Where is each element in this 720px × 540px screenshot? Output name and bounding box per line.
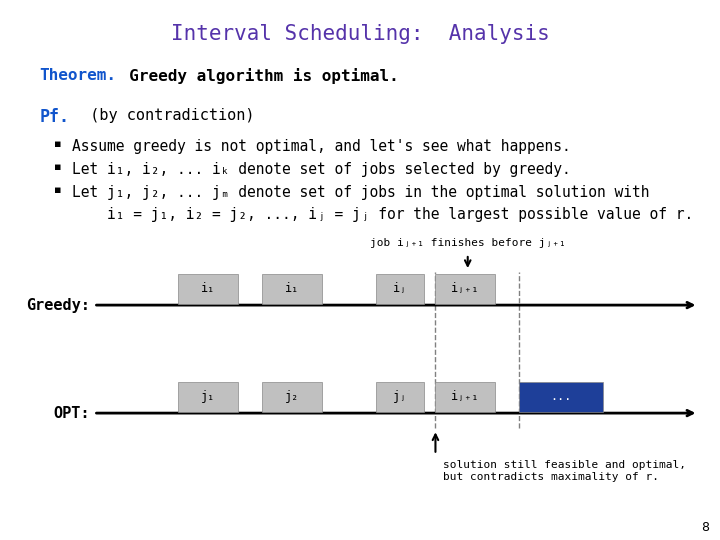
Bar <box>262 382 322 411</box>
Text: Pf.: Pf. <box>40 108 70 126</box>
Text: Theorem.: Theorem. <box>40 68 117 83</box>
Text: (by contradiction): (by contradiction) <box>72 108 254 123</box>
Bar <box>376 382 423 411</box>
Text: Greedy:: Greedy: <box>26 298 90 313</box>
Text: solution still feasible and optimal,
but contradicts maximality of r.: solution still feasible and optimal, but… <box>443 460 685 482</box>
Text: iⱼ: iⱼ <box>392 282 407 295</box>
Bar <box>376 274 423 303</box>
Text: Interval Scheduling:  Analysis: Interval Scheduling: Analysis <box>171 24 549 44</box>
Text: ▪: ▪ <box>54 162 61 172</box>
Text: Let i₁, i₂, ... iₖ denote set of jobs selected by greedy.: Let i₁, i₂, ... iₖ denote set of jobs se… <box>72 162 571 177</box>
Text: OPT:: OPT: <box>53 406 90 421</box>
Bar <box>519 382 603 411</box>
Bar <box>262 274 322 303</box>
Text: ▪: ▪ <box>54 185 61 195</box>
Text: Assume greedy is not optimal, and let's see what happens.: Assume greedy is not optimal, and let's … <box>72 139 571 154</box>
Text: iⱼ₊₁: iⱼ₊₁ <box>451 282 480 295</box>
Bar <box>179 382 238 411</box>
Text: ...: ... <box>550 390 572 403</box>
Text: 8: 8 <box>701 521 709 534</box>
Text: Greedy algorithm is optimal.: Greedy algorithm is optimal. <box>110 68 399 84</box>
Text: i₁: i₁ <box>202 282 215 295</box>
Bar <box>179 274 238 303</box>
Text: jⱼ: jⱼ <box>392 390 407 403</box>
Text: j₁: j₁ <box>202 390 215 403</box>
Text: Let j₁, j₂, ... jₘ denote set of jobs in the optimal solution with: Let j₁, j₂, ... jₘ denote set of jobs in… <box>72 185 649 200</box>
Text: j₂: j₂ <box>285 390 299 403</box>
Text: i₁: i₁ <box>285 282 299 295</box>
Text: ▪: ▪ <box>54 139 61 150</box>
Bar <box>436 382 495 411</box>
Bar <box>436 274 495 303</box>
Text: i₁ = j₁, i₂ = j₂, ..., iⱼ = jⱼ for the largest possible value of r.: i₁ = j₁, i₂ = j₂, ..., iⱼ = jⱼ for the l… <box>72 207 693 222</box>
Text: iⱼ₊₁: iⱼ₊₁ <box>451 390 480 403</box>
Text: job iⱼ₊₁ finishes before jⱼ₊₁: job iⱼ₊₁ finishes before jⱼ₊₁ <box>370 238 566 247</box>
